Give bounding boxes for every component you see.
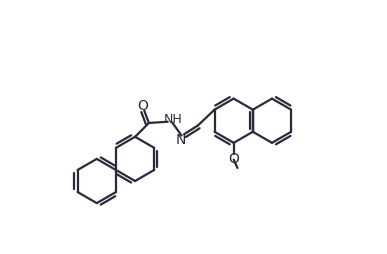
Text: O: O (138, 99, 149, 113)
Text: NH: NH (164, 113, 183, 126)
Text: O: O (228, 152, 239, 166)
Text: N: N (176, 133, 186, 147)
